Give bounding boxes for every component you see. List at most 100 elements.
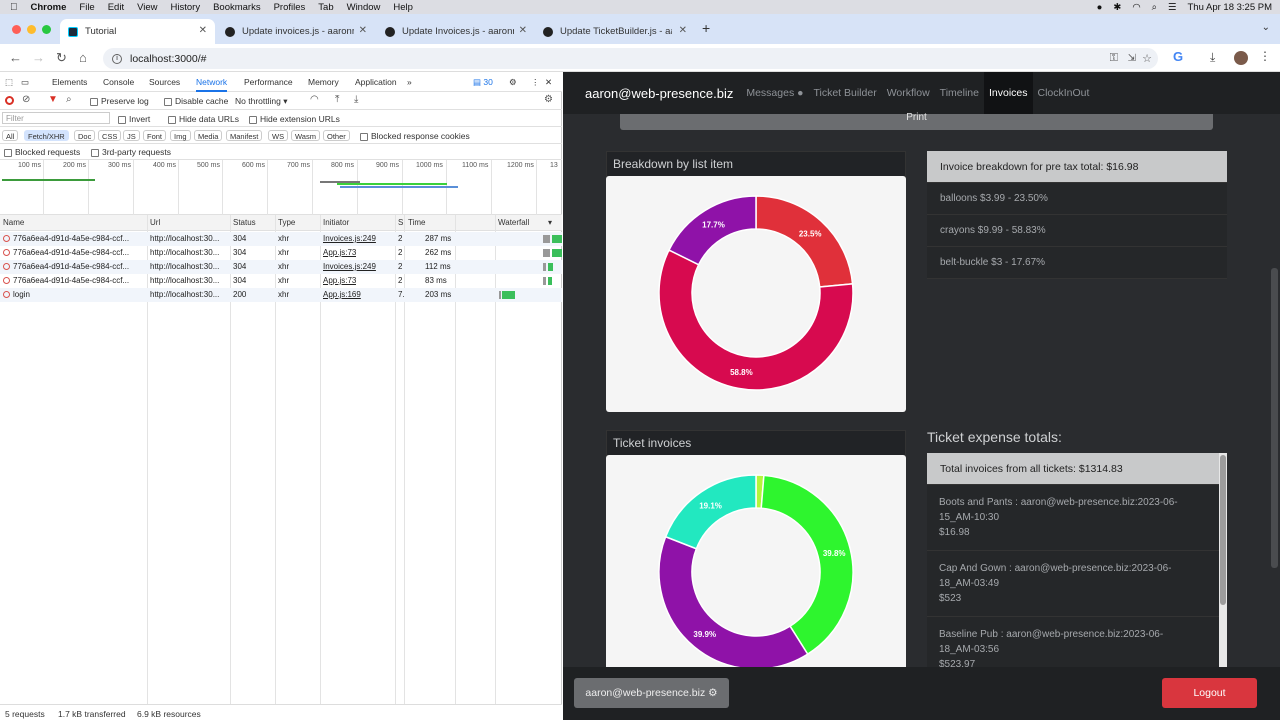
tab-performance[interactable]: Performance bbox=[244, 77, 293, 87]
close-window-button[interactable] bbox=[12, 25, 21, 34]
network-settings-icon[interactable]: ⚙ bbox=[544, 94, 553, 105]
filter-img[interactable]: Img bbox=[170, 130, 191, 141]
menu-tab[interactable]: Tab bbox=[310, 1, 333, 13]
filter-js[interactable]: JS bbox=[123, 130, 140, 141]
search-icon[interactable]: ⌕ bbox=[1151, 1, 1157, 13]
expense-list[interactable]: Total invoices from all tickets: $1314.8… bbox=[927, 453, 1219, 667]
list-item[interactable]: Boots and Pants : aaron@web-presence.biz… bbox=[927, 485, 1219, 551]
nav-workflow[interactable]: Workflow bbox=[886, 87, 930, 99]
menu-history[interactable]: History bbox=[163, 1, 201, 13]
logout-button[interactable]: Logout bbox=[1162, 678, 1257, 708]
new-tab-button[interactable]: + bbox=[702, 20, 711, 36]
devtools-menu-icon[interactable]: ⋮ bbox=[531, 77, 540, 87]
tab-search-icon[interactable]: ⌄ bbox=[1261, 22, 1270, 33]
nav-messages[interactable]: Messages ● bbox=[746, 87, 804, 99]
col-url[interactable]: Url bbox=[150, 218, 161, 227]
network-overview[interactable]: 100 ms 200 ms 300 ms 400 ms 500 ms 600 m… bbox=[0, 160, 562, 215]
tab-github-invoices[interactable]: Update invoices.js - aaronrs2 ✕ bbox=[217, 19, 375, 44]
nav-timeline[interactable]: Timeline bbox=[939, 87, 979, 99]
donut-slice[interactable] bbox=[658, 535, 809, 667]
list-item[interactable]: balloons $3.99 - 23.50% bbox=[927, 183, 1227, 215]
list-item[interactable]: belt-buckle $3 - 17.67% bbox=[927, 247, 1227, 279]
nav-invoices[interactable]: Invoices bbox=[983, 72, 1033, 114]
menu-file[interactable]: File bbox=[71, 1, 94, 13]
profile-avatar[interactable] bbox=[1234, 51, 1248, 65]
nav-ticket-builder[interactable]: Ticket Builder bbox=[813, 87, 877, 99]
list-item[interactable]: Baseline Pub : aaron@web-presence.biz:20… bbox=[927, 617, 1219, 667]
donut-slice[interactable] bbox=[664, 474, 757, 550]
record-button[interactable] bbox=[5, 96, 14, 105]
tab-tutorial[interactable]: Tutorial ✕ bbox=[60, 19, 215, 44]
donut-slice[interactable] bbox=[755, 195, 854, 288]
col-initiator[interactable]: Initiator bbox=[323, 218, 350, 227]
filter-all[interactable]: All bbox=[2, 130, 19, 141]
blocked-cookies-checkbox[interactable]: Blocked response cookies bbox=[360, 131, 470, 141]
close-icon[interactable]: ✕ bbox=[198, 25, 207, 36]
brand-user[interactable]: aaron@web-presence.biz bbox=[585, 85, 734, 101]
tab-sources[interactable]: Sources bbox=[149, 77, 181, 87]
expense-scrollbar[interactable] bbox=[1219, 453, 1227, 667]
home-button[interactable]: ⌂ bbox=[79, 50, 87, 65]
export-har-icon[interactable]: ⤓ bbox=[354, 94, 359, 105]
print-button[interactable]: Print bbox=[620, 113, 1213, 130]
filter-doc[interactable]: Doc bbox=[74, 130, 96, 141]
bluetooth-icon[interactable]: ✱ bbox=[1113, 1, 1122, 13]
issues-badge[interactable]: ▤ 30 bbox=[473, 77, 493, 87]
clear-icon[interactable]: ⊘ bbox=[22, 94, 31, 105]
tab-application[interactable]: Application bbox=[355, 77, 397, 87]
throttling-select[interactable]: No throttling ▾ bbox=[235, 96, 288, 106]
col-name[interactable]: Name bbox=[3, 218, 25, 227]
tab-memory[interactable]: Memory bbox=[308, 77, 339, 87]
forward-button[interactable]: → bbox=[32, 50, 45, 65]
download-icon[interactable]: ⤓ bbox=[1210, 50, 1216, 64]
filter-input[interactable]: Filter bbox=[2, 112, 110, 124]
minimize-window-button[interactable] bbox=[27, 25, 36, 34]
table-row[interactable]: 776a6ea4-d91d-4a5e-c984-ccf... http://lo… bbox=[0, 274, 562, 288]
menu-view[interactable]: View bbox=[129, 1, 157, 13]
clock[interactable]: Thu Apr 18 3:25 PM bbox=[1187, 1, 1273, 13]
menu-profiles[interactable]: Profiles bbox=[266, 1, 306, 13]
filter-media[interactable]: Media bbox=[194, 130, 223, 141]
hide-extension-urls-checkbox[interactable]: Hide extension URLs bbox=[249, 114, 340, 124]
filter-icon[interactable]: ▼ bbox=[48, 94, 58, 105]
settings-gear-icon[interactable]: ⚙ bbox=[509, 77, 517, 87]
filter-font[interactable]: Font bbox=[143, 130, 167, 141]
filter-ws[interactable]: WS bbox=[268, 130, 289, 141]
list-item[interactable]: crayons $9.99 - 58.83% bbox=[927, 215, 1227, 247]
filter-css[interactable]: CSS bbox=[98, 130, 122, 141]
tab-github-invoices-2[interactable]: Update Invoices.js - aaronrs2 ✕ bbox=[377, 19, 535, 44]
back-button[interactable]: ← bbox=[9, 50, 22, 65]
more-menu-icon[interactable]: ⋮ bbox=[1259, 49, 1271, 63]
menu-window[interactable]: Window bbox=[339, 1, 381, 13]
hide-data-urls-checkbox[interactable]: Hide data URLs bbox=[168, 114, 239, 124]
menu-help[interactable]: Help bbox=[385, 1, 413, 13]
tab-network[interactable]: Network bbox=[196, 72, 228, 92]
password-key-icon[interactable]: ⚿ bbox=[1109, 52, 1118, 64]
menu-bookmarks[interactable]: Bookmarks bbox=[205, 1, 261, 13]
tab-console[interactable]: Console bbox=[103, 77, 135, 87]
close-devtools-icon[interactable]: ✕ bbox=[545, 77, 553, 87]
install-icon[interactable]: ⇲ bbox=[1127, 53, 1136, 64]
address-bar[interactable]: i localhost:3000/# ⚿ ⇲ ☆ bbox=[103, 48, 1158, 69]
close-icon[interactable]: ✕ bbox=[358, 25, 367, 36]
col-size[interactable]: S bbox=[398, 218, 404, 227]
close-icon[interactable]: ✕ bbox=[518, 25, 527, 36]
reload-button[interactable]: ↻ bbox=[56, 50, 67, 65]
wifi-icon[interactable]: ◠ bbox=[1132, 1, 1141, 13]
bookmark-star-icon[interactable]: ☆ bbox=[1142, 53, 1152, 65]
col-type[interactable]: Type bbox=[278, 218, 296, 227]
donut-slice[interactable] bbox=[668, 195, 757, 266]
list-item[interactable]: Cap And Gown : aaron@web-presence.biz:20… bbox=[927, 551, 1219, 617]
network-conditions-icon[interactable]: ◠ bbox=[310, 94, 319, 105]
close-icon[interactable]: ✕ bbox=[678, 25, 687, 36]
donut-slice[interactable] bbox=[760, 474, 854, 656]
apple-icon[interactable]:  bbox=[10, 2, 18, 13]
col-time[interactable]: Time bbox=[408, 218, 426, 227]
filter-other[interactable]: Other bbox=[323, 130, 350, 141]
table-row[interactable]: login http://localhost:30... 200 xhr App… bbox=[0, 288, 562, 302]
filter-fetch-xhr[interactable]: Fetch/XHR bbox=[24, 130, 69, 141]
inspect-icon[interactable]: ⬚ bbox=[5, 77, 14, 87]
footer-user-button[interactable]: aaron@web-presence.biz ⚙ bbox=[574, 678, 729, 708]
record-icon[interactable]: ● bbox=[1096, 1, 1103, 13]
filter-manifest[interactable]: Manifest bbox=[226, 130, 263, 141]
